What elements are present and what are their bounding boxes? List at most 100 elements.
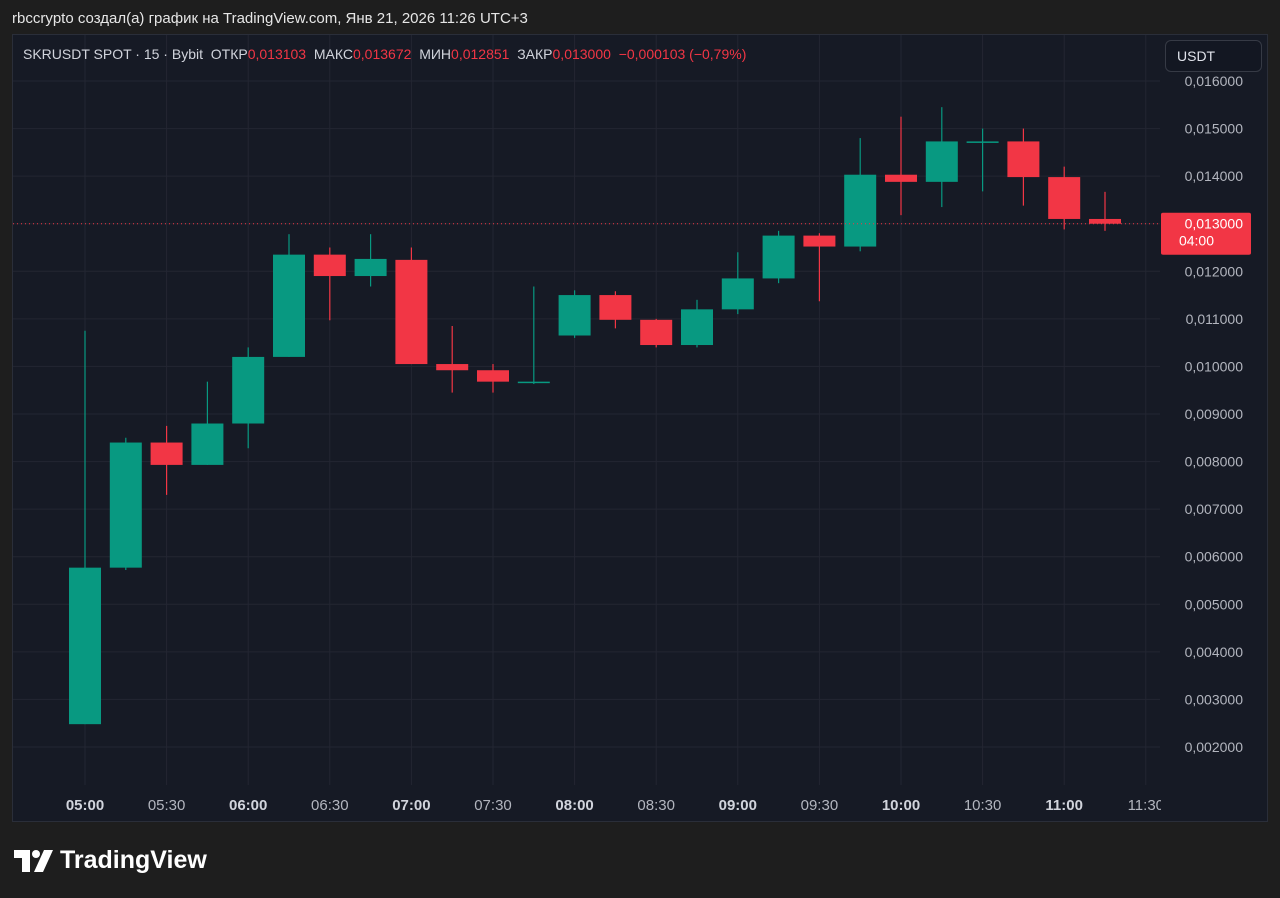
chart-caption: rbccrypto создал(а) график на TradingVie… <box>12 10 528 27</box>
y-tick-label: 0,010000 <box>1185 358 1244 374</box>
candle-body <box>109 442 142 568</box>
y-tick-label: 0,009000 <box>1185 406 1244 422</box>
candle-body <box>150 442 183 465</box>
candle <box>721 252 754 315</box>
symbol-legend: SKRUSDT SPOT · 15 · Bybit ОТКР0,013103 М… <box>23 46 746 62</box>
x-tick-label: 07:30 <box>474 797 512 814</box>
candle <box>844 138 877 252</box>
candle-body <box>681 309 713 346</box>
candle-body <box>69 567 101 725</box>
tradingview-logo[interactable]: TradingView <box>14 846 207 875</box>
candle-body <box>313 254 346 277</box>
candle-body <box>517 381 550 384</box>
y-tick-label: 0,011000 <box>1186 311 1244 327</box>
y-tick-label: 0,005000 <box>1185 596 1244 612</box>
candle <box>69 330 101 725</box>
candle <box>885 116 917 216</box>
close-value: 0,013000 <box>552 46 611 62</box>
x-tick-label: 09:30 <box>801 797 839 814</box>
change-value: −0,000103 (−0,79%) <box>618 46 747 62</box>
candle-body <box>721 278 754 310</box>
candle <box>925 107 958 208</box>
x-tick-label: 11:30 <box>1128 797 1164 814</box>
candle-body <box>1007 141 1040 178</box>
y-tick-label: 0,015000 <box>1185 121 1244 137</box>
x-tick-label: 05:00 <box>66 797 104 814</box>
last-price-value: 0,013000 <box>1185 216 1244 232</box>
high-value: 0,013672 <box>353 46 412 62</box>
y-tick-label: 0,014000 <box>1185 168 1244 184</box>
candle-body <box>640 319 673 346</box>
candle <box>354 234 387 287</box>
y-tick-label: 0,012000 <box>1185 263 1244 279</box>
open-value: 0,013103 <box>247 46 307 62</box>
candle <box>313 247 346 321</box>
candle <box>109 437 142 571</box>
candle <box>803 233 836 302</box>
y-tick-label: 0,008000 <box>1185 454 1244 470</box>
y-tick-label: 0,006000 <box>1185 549 1244 565</box>
candle-body <box>925 141 958 182</box>
chart-grid <box>13 35 1160 785</box>
candle <box>273 234 305 357</box>
x-tick-label: 10:30 <box>964 797 1002 814</box>
candle-body <box>558 295 591 336</box>
tradingview-logo-icon <box>14 849 53 872</box>
candles <box>69 107 1121 725</box>
x-tick-label: 05:30 <box>148 797 186 814</box>
candle-body <box>273 254 305 357</box>
tradingview-wordmark: TradingView <box>60 846 207 874</box>
candle-body <box>1089 218 1121 224</box>
x-tick-label: 08:00 <box>555 797 593 814</box>
high-label: МАКС <box>313 46 353 62</box>
candle-body <box>477 370 509 382</box>
candle-body <box>803 235 836 247</box>
open-label: ОТКР <box>210 46 248 62</box>
y-tick-label: 0,004000 <box>1185 644 1244 660</box>
x-tick-label: 09:00 <box>719 797 757 814</box>
candle-body <box>354 258 387 277</box>
candle-body <box>395 259 428 365</box>
candle <box>1089 191 1121 231</box>
price-axis: 0,016000 0,015000 0,014000 0,013000 0,012000… <box>1185 73 1244 755</box>
candle-body <box>232 356 265 424</box>
x-tick-label: 10:00 <box>882 797 920 814</box>
x-tick-label: 06:00 <box>229 797 267 814</box>
candle <box>191 381 224 465</box>
candle-body <box>762 235 795 279</box>
x-tick-label: 07:00 <box>392 797 430 814</box>
candle <box>477 364 509 393</box>
candle-body <box>885 174 917 182</box>
candle-body <box>436 364 469 371</box>
x-tick-label: 06:30 <box>311 797 349 814</box>
candle-body <box>966 141 999 143</box>
candle <box>1048 166 1081 230</box>
candle <box>762 230 795 284</box>
close-label: ЗАКР <box>517 46 553 62</box>
bar-countdown: 04:00 <box>1179 233 1214 249</box>
symbol-name[interactable]: SKRUSDT SPOT · 15 · Bybit <box>23 46 203 62</box>
y-tick-label: 0,016000 <box>1185 73 1244 89</box>
y-tick-label: 0,003000 <box>1185 691 1244 707</box>
candle <box>966 128 999 192</box>
candle-body <box>191 423 224 465</box>
y-tick-label: 0,007000 <box>1185 501 1244 517</box>
time-axis: 05:00 05:30 06:00 06:30 07:00 07:30 08:00 08:30… <box>66 790 1261 820</box>
candle <box>1007 128 1040 206</box>
y-tick-label: 0,002000 <box>1185 739 1244 755</box>
candle-body <box>1048 177 1081 219</box>
candle <box>150 425 183 495</box>
x-tick-label: 08:30 <box>637 797 675 814</box>
candle <box>599 291 632 329</box>
candle <box>436 325 469 393</box>
candle-body <box>844 174 877 247</box>
x-tick-label: 11:00 <box>1045 797 1083 814</box>
currency-button[interactable]: USDT <box>1165 40 1262 72</box>
candle <box>681 299 713 348</box>
candle <box>232 347 265 449</box>
candle <box>640 318 673 348</box>
last-price-badge <box>1161 212 1251 255</box>
candle <box>395 247 428 365</box>
